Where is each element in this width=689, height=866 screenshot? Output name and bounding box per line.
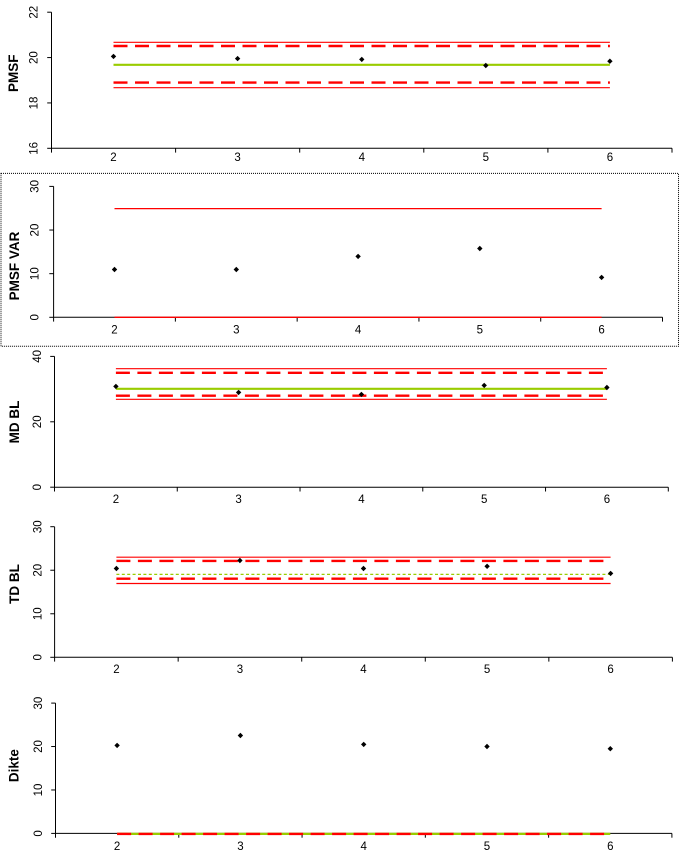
- svg-text:5: 5: [481, 494, 487, 506]
- svg-text:4: 4: [355, 325, 362, 337]
- svg-text:30: 30: [33, 697, 45, 710]
- svg-text:2: 2: [113, 664, 119, 676]
- svg-text:0: 0: [33, 830, 45, 836]
- svg-text:30: 30: [33, 520, 45, 533]
- svg-text:0: 0: [29, 314, 41, 320]
- svg-text:30: 30: [29, 180, 41, 193]
- svg-text:TD BL: TD BL: [7, 564, 22, 604]
- svg-text:20: 20: [28, 51, 40, 64]
- svg-text:40: 40: [32, 350, 44, 363]
- svg-text:2: 2: [114, 841, 120, 853]
- svg-text:3: 3: [233, 325, 239, 337]
- svg-text:10: 10: [29, 267, 41, 280]
- svg-text:20: 20: [33, 740, 45, 753]
- svg-text:3: 3: [235, 494, 241, 506]
- svg-text:5: 5: [477, 325, 483, 337]
- svg-text:10: 10: [33, 784, 45, 797]
- svg-text:6: 6: [598, 325, 604, 337]
- svg-text:22: 22: [28, 6, 40, 19]
- svg-text:4: 4: [360, 841, 367, 853]
- svg-text:5: 5: [484, 841, 490, 853]
- svg-text:MD BL: MD BL: [7, 401, 22, 444]
- svg-text:20: 20: [29, 224, 41, 237]
- svg-text:0: 0: [33, 654, 45, 660]
- svg-text:6: 6: [607, 152, 613, 164]
- svg-text:20: 20: [33, 564, 45, 577]
- svg-text:5: 5: [484, 664, 490, 676]
- svg-text:18: 18: [28, 97, 40, 110]
- svg-text:6: 6: [607, 664, 613, 676]
- svg-text:10: 10: [33, 607, 45, 620]
- svg-text:6: 6: [607, 841, 613, 853]
- svg-text:6: 6: [604, 494, 610, 506]
- svg-text:20: 20: [32, 415, 44, 428]
- svg-text:3: 3: [237, 841, 243, 853]
- svg-text:PMSF: PMSF: [6, 55, 21, 93]
- svg-text:4: 4: [358, 494, 365, 506]
- svg-text:2: 2: [113, 494, 119, 506]
- svg-text:4: 4: [360, 664, 367, 676]
- svg-text:PMSF VAR: PMSF VAR: [7, 231, 22, 300]
- svg-text:2: 2: [110, 152, 116, 164]
- svg-text:3: 3: [234, 152, 240, 164]
- svg-text:Dikte: Dikte: [7, 749, 22, 783]
- svg-text:3: 3: [237, 664, 243, 676]
- svg-text:4: 4: [359, 152, 366, 164]
- svg-text:5: 5: [483, 152, 489, 164]
- svg-text:16: 16: [28, 142, 40, 155]
- svg-text:2: 2: [111, 325, 117, 337]
- svg-text:0: 0: [32, 484, 44, 490]
